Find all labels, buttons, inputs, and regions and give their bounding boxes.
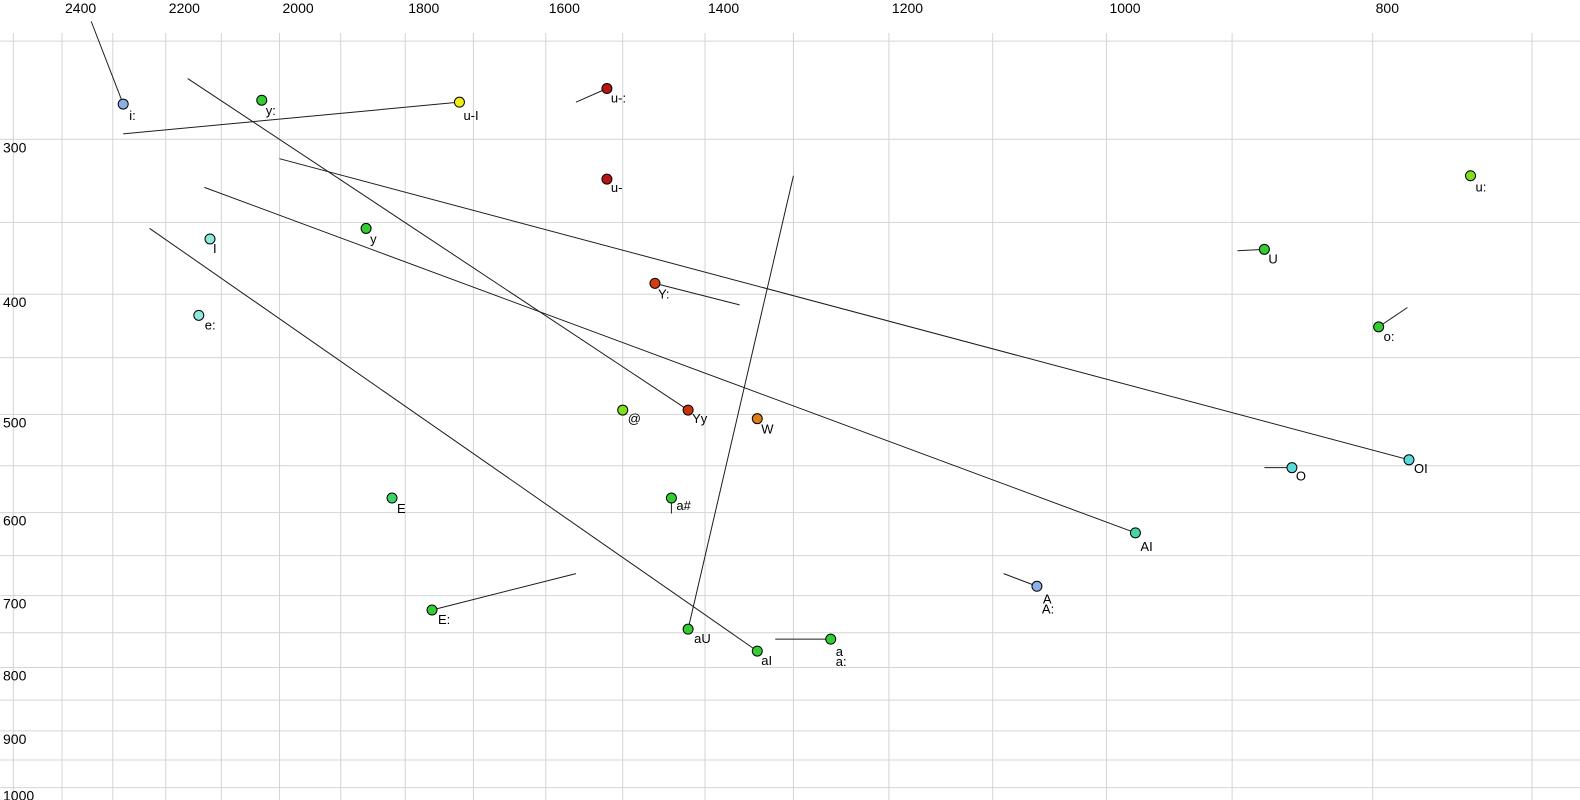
vowel-label-e: e: [205, 317, 216, 332]
vowel-label-u: u-: [611, 91, 626, 106]
vowel-dot-y [360, 222, 372, 234]
x-tick-label-1400: 1400 [708, 0, 739, 16]
vowel-label-ai: aI [761, 653, 772, 668]
vowel-dot-ui [453, 96, 465, 108]
vowel-label-a: A [1043, 591, 1052, 606]
trajectory-line-au [687, 175, 794, 630]
vowel-dot-e [386, 492, 398, 504]
vowel-dot-ai [751, 645, 763, 657]
vowel-dot-ai [1129, 527, 1141, 539]
vowel-label-y: Y: [658, 286, 670, 301]
y-tick-label-400: 400 [3, 294, 27, 310]
vowel-dot-e [426, 604, 438, 616]
vowel-dot-y [256, 94, 268, 106]
y-tick-label-300: 300 [3, 139, 27, 155]
vowel-dot-u [601, 173, 613, 185]
trajectory-line-o [1378, 307, 1408, 328]
y-tick-label-700: 700 [3, 596, 27, 612]
vowel-label-u: U [1268, 251, 1277, 266]
x-tick-label-2400: 2400 [65, 0, 96, 16]
vowel-dot-u [601, 83, 613, 95]
vowel-dot-i [204, 233, 216, 245]
vowel-label-a: a: [836, 654, 847, 669]
vowel-label-ai: AI [1140, 539, 1152, 554]
trajectory-line-yy [187, 78, 689, 411]
vowel-label-u: u- [611, 180, 623, 195]
vowel-label-e: E: [438, 612, 450, 627]
vowel-dot-y [649, 277, 661, 289]
vowel-dot-a [665, 492, 677, 504]
trajectory-line-ai [149, 228, 758, 652]
vowel-dot-u [1465, 170, 1477, 182]
vowel-dot-x [617, 404, 629, 416]
vowel-label-a: A: [1042, 601, 1054, 616]
vowel-label-yy: Yy [692, 411, 708, 426]
x-tick-label-1000: 1000 [1109, 0, 1140, 16]
x-tick-label-800: 800 [1376, 0, 1400, 16]
x-tick-label-1600: 1600 [549, 0, 580, 16]
trajectory-line-i [90, 21, 124, 105]
vowel-label-i: I [213, 241, 217, 256]
vowel-label-u: u: [1476, 180, 1487, 195]
trajectory-line-ui [123, 101, 460, 135]
vowel-label-i: i: [129, 108, 136, 123]
vowel-label-o: o: [1384, 329, 1395, 344]
vowel-label-oi: OI [1414, 461, 1428, 476]
vowel-dot-i [117, 98, 129, 110]
vowel-dot-a [1031, 580, 1043, 592]
vowel-label-a: a# [676, 498, 691, 513]
vowel-label-o: O [1296, 469, 1306, 484]
vowel-dot-oi [1403, 454, 1415, 466]
vowel-dot-o [1373, 321, 1385, 333]
vowel-dot-w [751, 413, 763, 425]
vowel-label-w: W [761, 422, 774, 437]
vowel-dot-o [1286, 462, 1298, 474]
x-tick-label-1800: 1800 [408, 0, 439, 16]
vowel-dot-au [682, 623, 694, 635]
trajectory-line-a [1003, 573, 1038, 587]
x-tick-label-1200: 1200 [892, 0, 923, 16]
vowel-label-y: y: [266, 103, 276, 118]
vowel-label-ui: u-I [463, 108, 478, 123]
y-tick-label-800: 800 [3, 668, 27, 684]
trajectory-line-oi [279, 158, 1410, 461]
trajectory-line-u [575, 88, 608, 103]
vowel-dot-yy [682, 404, 694, 416]
vowel-label-y: y [370, 231, 377, 246]
trajectory-line-ai [204, 186, 1136, 534]
vowel-dot-a [825, 633, 837, 645]
y-tick-label-900: 900 [3, 731, 27, 747]
y-tick-label-500: 500 [3, 414, 27, 430]
x-tick-label-2000: 2000 [283, 0, 314, 16]
trajectory-line-y [654, 282, 740, 306]
vowel-label-e: E [397, 501, 406, 516]
trajectory-line-e [431, 573, 577, 611]
vowel-dot-e [193, 309, 205, 321]
y-tick-label-1000: 1000 [3, 788, 34, 800]
vowel-label-x: @ [628, 411, 641, 426]
x-tick-label-2200: 2200 [169, 0, 200, 16]
vowel-dot-u [1258, 243, 1270, 255]
y-tick-label-600: 600 [3, 513, 27, 529]
vowel-label-au: aU [694, 631, 711, 646]
vowel-label-a: a [836, 644, 844, 659]
